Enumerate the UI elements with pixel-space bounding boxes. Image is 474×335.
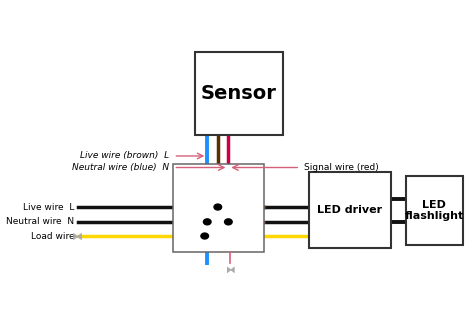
Text: ⧓: ⧓ bbox=[72, 231, 83, 241]
Text: Sensor: Sensor bbox=[201, 84, 277, 103]
Bar bbox=[194, 52, 283, 135]
Text: LED
flashlight: LED flashlight bbox=[405, 200, 464, 221]
Circle shape bbox=[225, 219, 232, 225]
Text: Neutral wire (blue)  N: Neutral wire (blue) N bbox=[72, 163, 169, 172]
Bar bbox=[406, 176, 463, 245]
Text: LED driver: LED driver bbox=[317, 205, 383, 215]
Circle shape bbox=[214, 204, 222, 210]
Bar bbox=[309, 173, 391, 248]
Text: Signal wire (red): Signal wire (red) bbox=[304, 163, 379, 172]
Circle shape bbox=[201, 233, 209, 239]
Text: Neutral wire  N: Neutral wire N bbox=[6, 217, 74, 226]
Text: Load wire: Load wire bbox=[31, 231, 74, 241]
Text: Live wire (brown)  L: Live wire (brown) L bbox=[80, 151, 169, 160]
Bar bbox=[173, 164, 264, 252]
Text: ⧓: ⧓ bbox=[226, 265, 236, 275]
Text: Live wire  L: Live wire L bbox=[23, 203, 74, 211]
Circle shape bbox=[203, 219, 211, 225]
